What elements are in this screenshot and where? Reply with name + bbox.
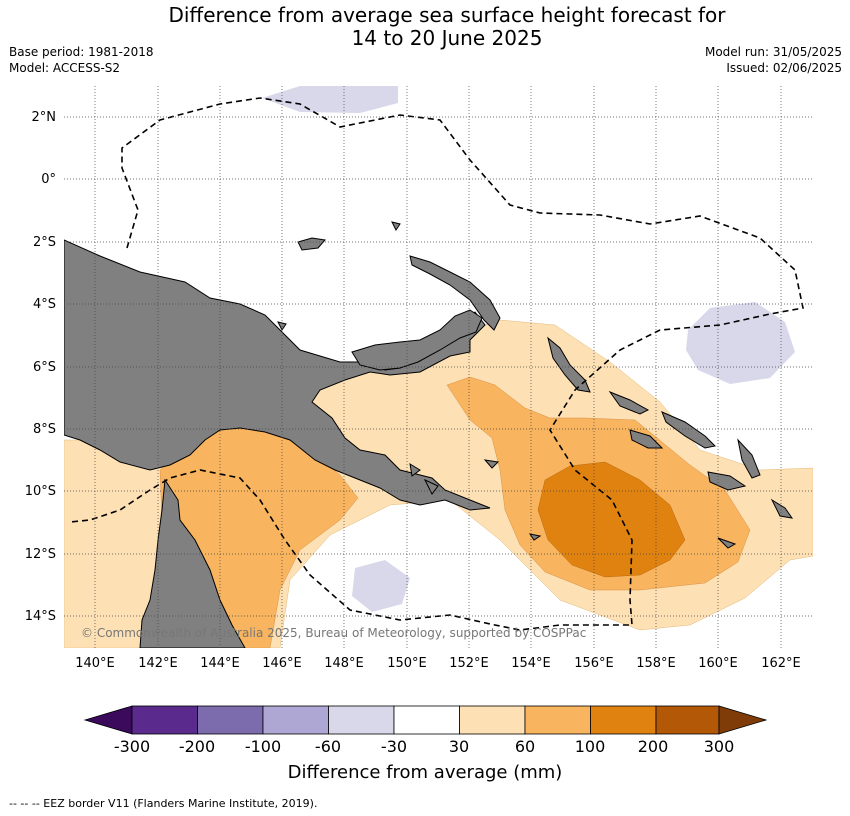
land-solomon-6 xyxy=(770,498,794,519)
colorbar-swatch xyxy=(131,705,198,735)
land-solomon-1 xyxy=(608,390,650,415)
meta-right: Model run: 31/05/2025 Issued: 02/06/2025 xyxy=(705,44,842,76)
lat-label: 8°S xyxy=(33,422,56,437)
colorbar-swatch xyxy=(262,705,329,735)
longitude-labels: 140°E 142°E 144°E 146°E 148°E 150°E 152°… xyxy=(75,656,801,671)
colorbar-tick-label: -30 xyxy=(381,737,407,756)
colorbar-tick-label: 200 xyxy=(638,737,669,756)
colorbar-tick-label: 100 xyxy=(575,737,606,756)
lon-label: 144°E xyxy=(200,656,240,671)
title-line-1: Difference from average sea surface heig… xyxy=(168,3,726,27)
lat-label: 12°S xyxy=(25,547,56,562)
colorbar-tick-label: -60 xyxy=(315,737,341,756)
lat-label: 2°S xyxy=(33,235,56,250)
meta-left: Base period: 1981-2018 Model: ACCESS-S2 xyxy=(9,44,154,76)
lon-label: 162°E xyxy=(761,656,801,671)
eez-border xyxy=(69,97,804,631)
lon-label: 148°E xyxy=(324,656,364,671)
land-solomon-2 xyxy=(661,411,717,449)
colorbar-tick-labels: -300 -200 -100 -60 -30 30 60 100 200 300 xyxy=(114,737,734,756)
lat-label: 10°S xyxy=(25,484,56,499)
latitude-labels: 2°N 0° 2°S 4°S 6°S 8°S 10°S 12°S 14°S xyxy=(25,110,56,624)
lon-label: 156°E xyxy=(574,656,614,671)
colorbar-tick-label: -200 xyxy=(179,737,215,756)
lon-label: 150°E xyxy=(387,656,427,671)
lon-label: 154°E xyxy=(511,656,551,671)
land-new-britain xyxy=(351,309,483,371)
lat-label: 14°S xyxy=(25,609,56,624)
negative-anomaly-east xyxy=(686,302,795,384)
gridlines xyxy=(64,86,813,648)
colorbar-swatch xyxy=(328,705,395,735)
land-islands-small xyxy=(277,221,737,549)
colorbar-tick-label: 60 xyxy=(515,737,535,756)
lon-label: 140°E xyxy=(75,656,115,671)
title-line-2: 14 to 20 June 2025 xyxy=(351,26,543,50)
lat-label: 2°N xyxy=(32,110,57,125)
colorbar-tick-label: 300 xyxy=(704,737,735,756)
lon-label: 160°E xyxy=(698,656,738,671)
base-period: Base period: 1981-2018 xyxy=(9,45,154,59)
land-solomon-3 xyxy=(629,429,664,449)
land-cape-york xyxy=(139,478,246,648)
land-bougainville xyxy=(547,336,591,393)
land-solomon-4 xyxy=(737,438,761,479)
colorbar-extend-high xyxy=(718,705,768,735)
colorbar-swatch xyxy=(590,705,657,735)
lat-label: 6°S xyxy=(33,360,56,375)
lat-label: 0° xyxy=(41,172,56,187)
eez-legend-note: -- -- -- EEZ border V11 (Flanders Marine… xyxy=(9,797,318,810)
land-manus xyxy=(297,237,326,251)
colorbar-swatch xyxy=(393,705,460,735)
colorbar-tick-label: -300 xyxy=(114,737,150,756)
colorbar xyxy=(83,705,768,735)
land-solomon-5 xyxy=(707,471,747,491)
colorbar-extend-low xyxy=(83,705,133,735)
issued-date: Issued: 02/06/2025 xyxy=(726,61,842,75)
colorbar-swatch xyxy=(655,705,720,735)
colorbar-tick-label: -100 xyxy=(245,737,281,756)
negative-anomaly-south xyxy=(352,560,410,612)
lat-label: 4°S xyxy=(33,297,56,312)
lon-label: 142°E xyxy=(138,656,178,671)
copyright-notice: © Commonwealth of Australia 2025, Bureau… xyxy=(81,626,587,640)
lon-label: 146°E xyxy=(262,656,302,671)
lon-label: 158°E xyxy=(636,656,676,671)
colorbar-swatch xyxy=(459,705,526,735)
lon-label: 152°E xyxy=(449,656,489,671)
colorbar-swatch xyxy=(524,705,591,735)
model-run: Model run: 31/05/2025 xyxy=(704,45,842,59)
negative-anomaly-north xyxy=(262,86,398,113)
colorbar-title: Difference from average (mm) xyxy=(287,762,563,783)
colorbar-swatch xyxy=(197,705,264,735)
colorbar-tick-label: 30 xyxy=(449,737,469,756)
map-area xyxy=(64,86,813,648)
map-title: Difference from average sea surface heig… xyxy=(0,4,850,50)
model-name: Model: ACCESS-S2 xyxy=(9,61,121,75)
land-new-ireland xyxy=(409,255,501,331)
